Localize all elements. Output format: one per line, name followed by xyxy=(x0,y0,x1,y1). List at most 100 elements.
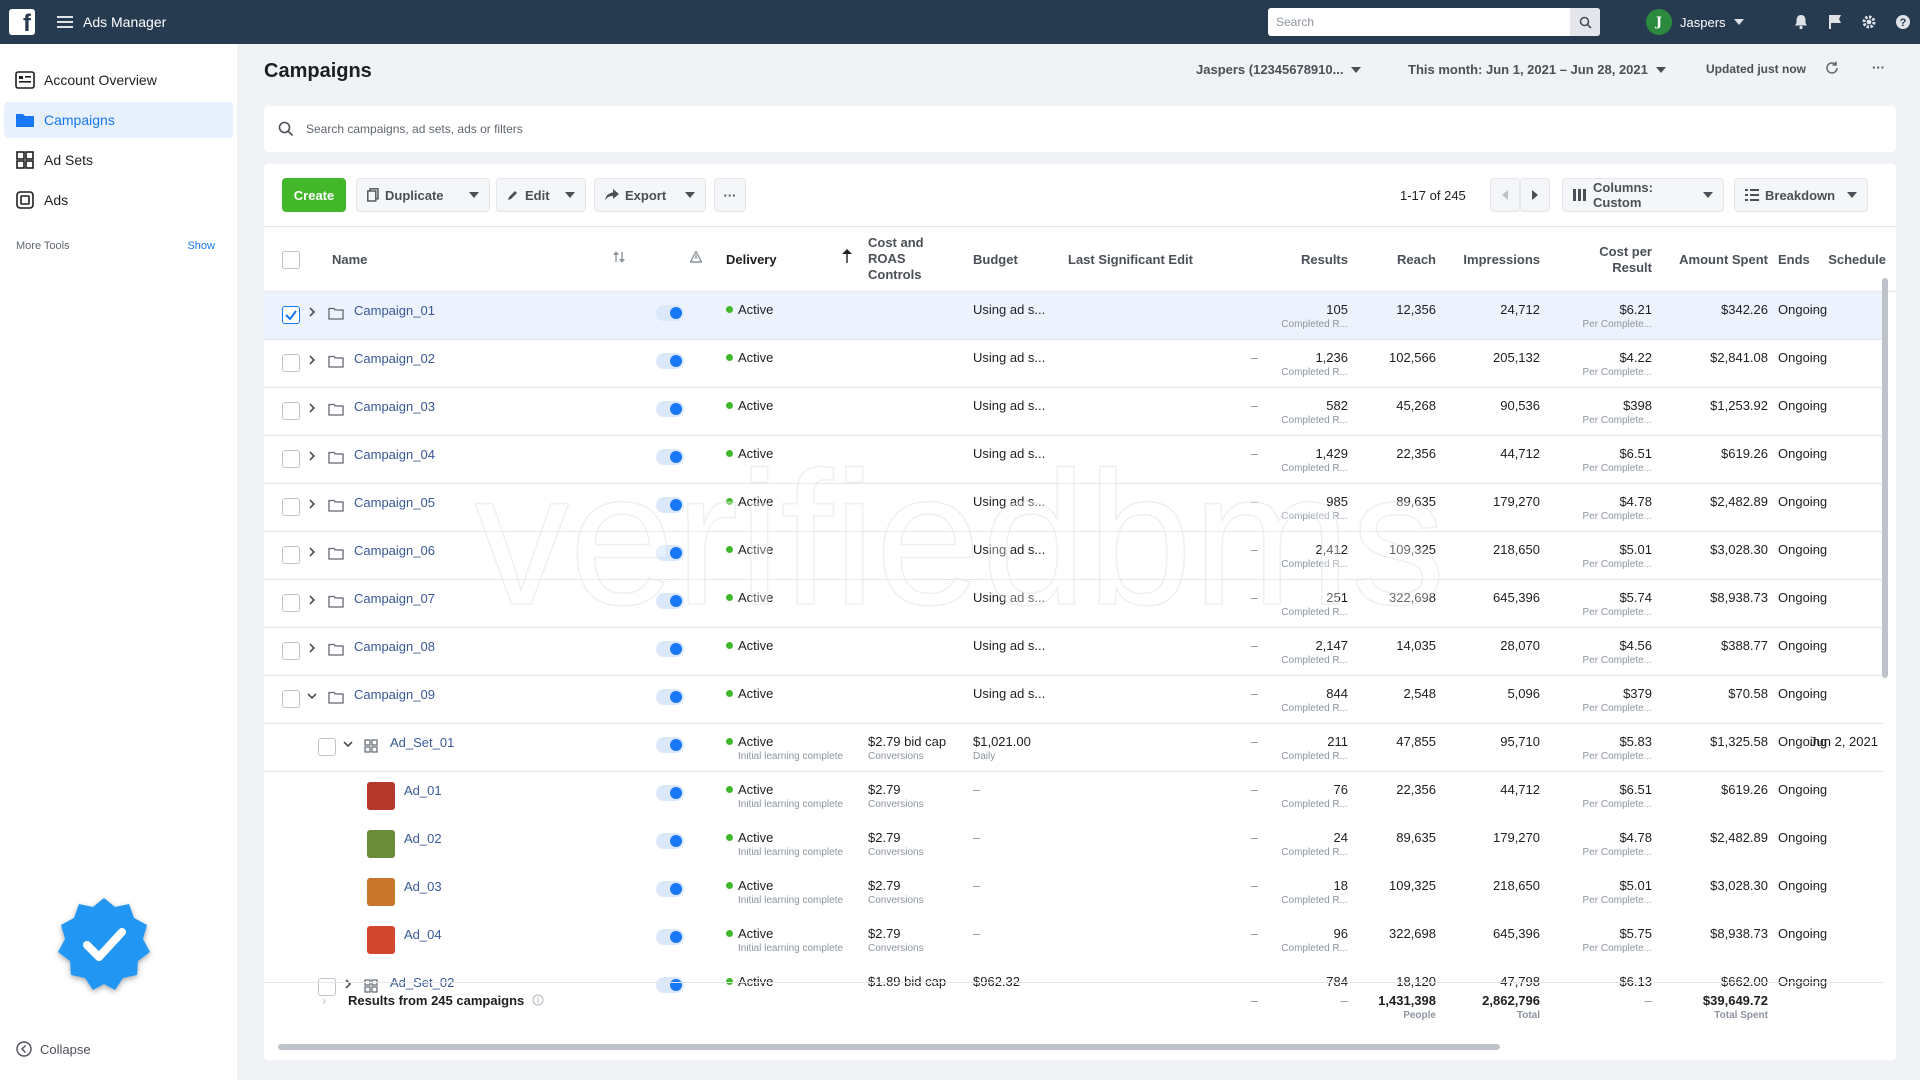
more-actions-button[interactable]: ··· xyxy=(714,178,746,212)
on-off-toggle[interactable] xyxy=(656,641,684,657)
row-checkbox[interactable] xyxy=(282,354,300,372)
vertical-scrollbar[interactable] xyxy=(1882,278,1888,678)
ad-set-row[interactable]: Ad_Set_02 Active $1.89 bid cap $962.32–784 1… xyxy=(264,964,1884,1012)
account-menu[interactable]: J Jaspers xyxy=(1646,8,1744,36)
column-header-reach[interactable]: Reach xyxy=(1396,252,1436,267)
row-checkbox[interactable] xyxy=(282,450,300,468)
on-off-toggle[interactable] xyxy=(656,497,684,513)
campaign-row[interactable]: Campaign_05 Active Using ad s... – 985 Comple… xyxy=(264,484,1884,532)
ad-row[interactable]: Ad_02 Active Initial learning complete $2.7… xyxy=(264,820,1884,868)
more-options-icon[interactable]: ··· xyxy=(1872,60,1885,75)
collapse-sidebar-button[interactable]: Collapse xyxy=(16,1041,91,1057)
sort-ascending-icon[interactable] xyxy=(842,249,852,267)
column-header-schedule[interactable]: Schedule xyxy=(1828,252,1886,267)
chevron-right-icon[interactable] xyxy=(306,402,318,417)
chevron-right-icon[interactable] xyxy=(306,546,318,561)
chevron-right-icon[interactable] xyxy=(342,978,354,993)
row-name-link[interactable]: Campaign_03 xyxy=(354,399,435,414)
column-header-cost-roas[interactable]: Cost and ROAS Controls xyxy=(868,235,924,283)
breakdown-dropdown[interactable]: Breakdown xyxy=(1734,178,1868,212)
info-icon[interactable] xyxy=(532,994,544,1009)
row-name-link[interactable]: Campaign_08 xyxy=(354,639,435,654)
top-search-input[interactable]: Search xyxy=(1268,8,1600,36)
campaign-search-input[interactable]: Search campaigns, ad sets, ads or filter… xyxy=(264,106,1896,152)
chevron-right-icon[interactable] xyxy=(306,498,318,513)
ad-row[interactable]: Ad_01 Active Initial learning complete $2.7… xyxy=(264,772,1884,820)
sidebar-item-ad-sets[interactable]: Ad Sets xyxy=(4,142,233,178)
ad-row[interactable]: Ad_03 Active Initial learning complete $2.7… xyxy=(264,868,1884,916)
row-checkbox[interactable] xyxy=(282,594,300,612)
facebook-logo-icon[interactable]: f xyxy=(9,9,35,35)
campaign-row[interactable]: Campaign_04 Active Using ad s... – 1,429 Comp… xyxy=(264,436,1884,484)
flag-icon[interactable] xyxy=(1818,14,1852,30)
on-off-toggle[interactable] xyxy=(656,689,684,705)
date-range-picker[interactable]: This month: Jun 1, 2021 – Jun 28, 2021 xyxy=(1408,62,1666,77)
ad-row[interactable]: Ad_04 Active Initial learning complete $2.7… xyxy=(264,916,1884,964)
row-checkbox[interactable] xyxy=(318,738,336,756)
sidebar-item-account-overview[interactable]: Account Overview xyxy=(4,62,233,98)
search-icon[interactable] xyxy=(1570,8,1600,36)
chevron-right-icon[interactable] xyxy=(306,450,318,465)
row-name-link[interactable]: Ad_03 xyxy=(404,879,442,894)
on-off-toggle[interactable] xyxy=(656,785,684,801)
chevron-right-icon[interactable] xyxy=(306,642,318,657)
column-header-cost-per-result[interactable]: Cost per Result xyxy=(1544,244,1652,276)
row-checkbox[interactable] xyxy=(282,546,300,564)
on-off-toggle[interactable] xyxy=(656,833,684,849)
column-header-results[interactable]: Results xyxy=(1301,252,1348,267)
column-header-last-edit[interactable]: Last Significant Edit xyxy=(1068,252,1193,267)
on-off-toggle[interactable] xyxy=(656,305,684,321)
columns-dropdown[interactable]: Columns: Custom xyxy=(1562,178,1724,212)
row-name-link[interactable]: Ad_01 xyxy=(404,783,442,798)
chevron-right-icon[interactable] xyxy=(306,594,318,609)
campaign-row[interactable]: Campaign_08 Active Using ad s... – 2,147 Comp… xyxy=(264,628,1884,676)
chevron-right-icon[interactable] xyxy=(306,306,318,321)
next-page-button[interactable] xyxy=(1520,178,1550,212)
row-name-link[interactable]: Ad_02 xyxy=(404,831,442,846)
column-header-budget[interactable]: Budget xyxy=(973,252,1018,267)
sort-icon[interactable] xyxy=(613,251,625,267)
account-selector[interactable]: Jaspers (12345678910... xyxy=(1196,62,1362,77)
refresh-icon[interactable] xyxy=(1824,60,1840,76)
row-name-link[interactable]: Campaign_07 xyxy=(354,591,435,606)
row-name-link[interactable]: Campaign_02 xyxy=(354,351,435,366)
campaign-row[interactable]: Campaign_09 Active Using ad s... – 844 Comple… xyxy=(264,676,1884,724)
settings-gear-icon[interactable] xyxy=(1852,14,1886,30)
row-name-link[interactable]: Campaign_05 xyxy=(354,495,435,510)
notifications-bell-icon[interactable] xyxy=(1784,14,1818,30)
row-checkbox[interactable] xyxy=(282,690,300,708)
campaign-row[interactable]: Campaign_02 Active Using ad s... – 1,236 Comp… xyxy=(264,340,1884,388)
campaign-row[interactable]: Campaign_06 Active Using ad s... – 2,412 Comp… xyxy=(264,532,1884,580)
edit-button[interactable]: Edit xyxy=(496,178,586,212)
row-name-link[interactable]: Ad_04 xyxy=(404,927,442,942)
show-more-tools-link[interactable]: Show xyxy=(187,240,215,252)
campaign-row[interactable]: Campaign_07 Active Using ad s... – 251 Comple… xyxy=(264,580,1884,628)
menu-icon[interactable] xyxy=(57,16,73,28)
on-off-toggle[interactable] xyxy=(656,593,684,609)
sidebar-item-ads[interactable]: Ads xyxy=(4,182,233,218)
campaign-row[interactable]: Campaign_01 Active Using ad s... 105 Complet… xyxy=(264,292,1884,340)
help-icon[interactable]: ? xyxy=(1886,14,1920,30)
export-button[interactable]: Export xyxy=(594,178,706,212)
row-name-link[interactable]: Ad_Set_01 xyxy=(390,735,455,750)
row-checkbox[interactable] xyxy=(282,498,300,516)
previous-page-button[interactable] xyxy=(1490,178,1520,212)
on-off-toggle[interactable] xyxy=(656,449,684,465)
column-header-ends[interactable]: Ends xyxy=(1778,252,1810,267)
chevron-right-icon[interactable] xyxy=(306,354,318,369)
campaign-row[interactable]: Campaign_03 Active Using ad s... – 582 Comple… xyxy=(264,388,1884,436)
row-name-link[interactable]: Campaign_09 xyxy=(354,687,435,702)
chevron-down-icon[interactable] xyxy=(342,738,354,753)
row-checkbox[interactable] xyxy=(282,402,300,420)
create-button[interactable]: Create xyxy=(282,178,346,212)
sidebar-item-campaigns[interactable]: Campaigns xyxy=(4,102,233,138)
on-off-toggle[interactable] xyxy=(656,545,684,561)
column-header-delivery[interactable]: Delivery xyxy=(726,252,777,267)
column-header-amount-spent[interactable]: Amount Spent xyxy=(1679,252,1768,267)
row-checkbox[interactable] xyxy=(282,642,300,660)
row-name-link[interactable]: Campaign_04 xyxy=(354,447,435,462)
on-off-toggle[interactable] xyxy=(656,401,684,417)
duplicate-button[interactable]: Duplicate xyxy=(356,178,490,212)
row-name-link[interactable]: Campaign_06 xyxy=(354,543,435,558)
select-all-checkbox[interactable] xyxy=(282,251,300,269)
